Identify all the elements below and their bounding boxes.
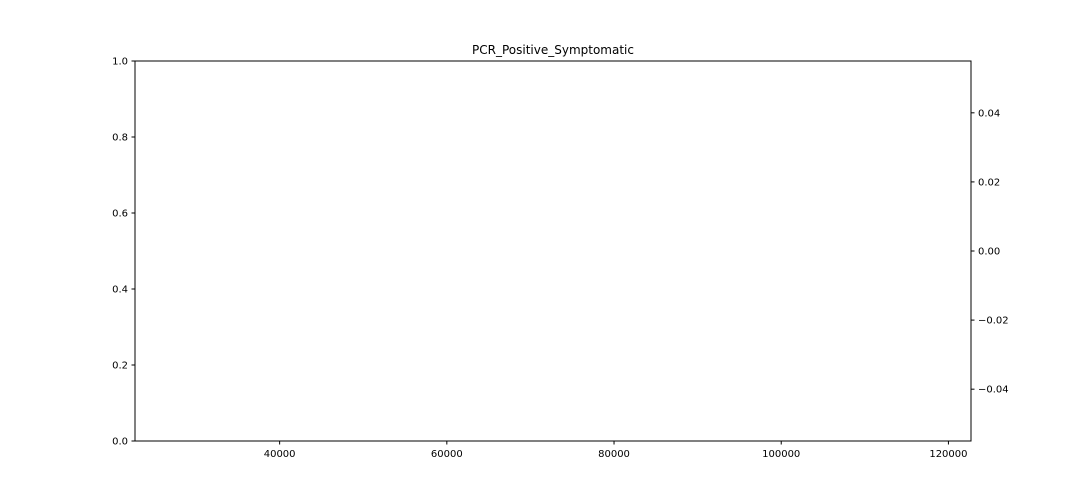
y-axis-left: 0.0 0.2 0.4 0.6 0.8 1.0 [112, 57, 135, 448]
y2-tick-label: −0.02 [978, 316, 1009, 327]
y2-tick-label: 0.02 [978, 177, 1000, 188]
y-tick-label: 0.2 [112, 361, 128, 372]
y-tick-label: 0.8 [112, 133, 128, 144]
x-tick-label: 100000 [762, 449, 800, 460]
x-tick-label: 80000 [598, 449, 630, 460]
y2-tick-label: 0.04 [978, 108, 1000, 119]
y2-tick-label: 0.00 [978, 247, 1000, 258]
plot-area [134, 60, 972, 442]
x-tick-label: 60000 [431, 449, 463, 460]
y-axis-right: 0.04 0.02 0.00 −0.02 −0.04 [971, 108, 1009, 396]
x-tick-label: 120000 [929, 449, 967, 460]
y2-tick-label: −0.04 [978, 385, 1009, 396]
y-tick-label: 0.4 [112, 285, 128, 296]
y-tick-label: 0.6 [112, 209, 128, 220]
x-axis: 40000 60000 80000 100000 120000 [264, 441, 968, 460]
chart-title: PCR_Positive_Symptomatic [472, 43, 634, 57]
y-tick-label: 0.0 [112, 437, 128, 448]
y-tick-label: 1.0 [112, 57, 128, 68]
x-tick-label: 40000 [264, 449, 296, 460]
